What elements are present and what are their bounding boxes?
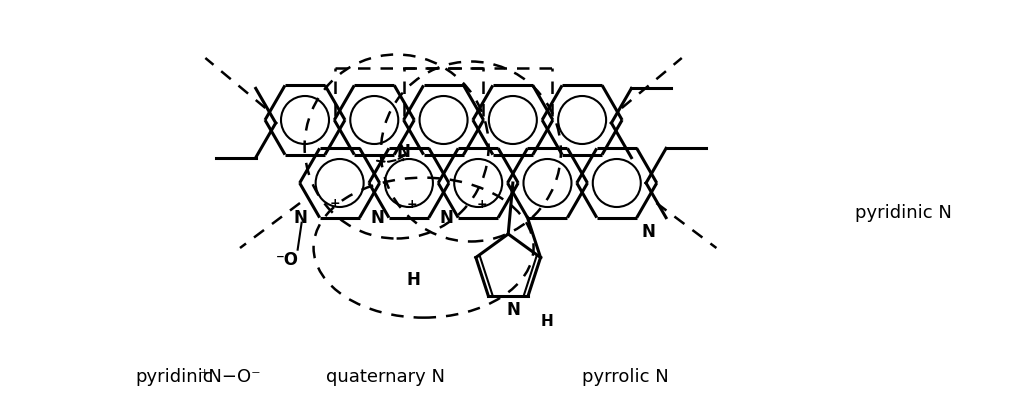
Text: ⁻O: ⁻O xyxy=(276,251,299,268)
Text: pyridinic: pyridinic xyxy=(135,368,213,386)
Text: N: N xyxy=(506,301,520,319)
Text: quaternary N: quaternary N xyxy=(326,368,445,386)
Text: pyrrolic N: pyrrolic N xyxy=(581,368,669,386)
Text: +: + xyxy=(407,197,417,211)
Text: N: N xyxy=(396,143,410,161)
Text: N: N xyxy=(440,208,453,226)
Text: H: H xyxy=(406,271,420,288)
Text: +: + xyxy=(476,197,487,211)
Text: pyridinic N: pyridinic N xyxy=(855,204,952,222)
Text: H: H xyxy=(541,313,553,328)
Text: N: N xyxy=(371,208,384,226)
Text: N: N xyxy=(294,208,307,226)
Text: +: + xyxy=(330,197,340,210)
Text: N: N xyxy=(641,223,656,241)
Text: ⁺N−O⁻: ⁺N−O⁻ xyxy=(200,368,262,386)
FancyArrowPatch shape xyxy=(377,155,405,162)
